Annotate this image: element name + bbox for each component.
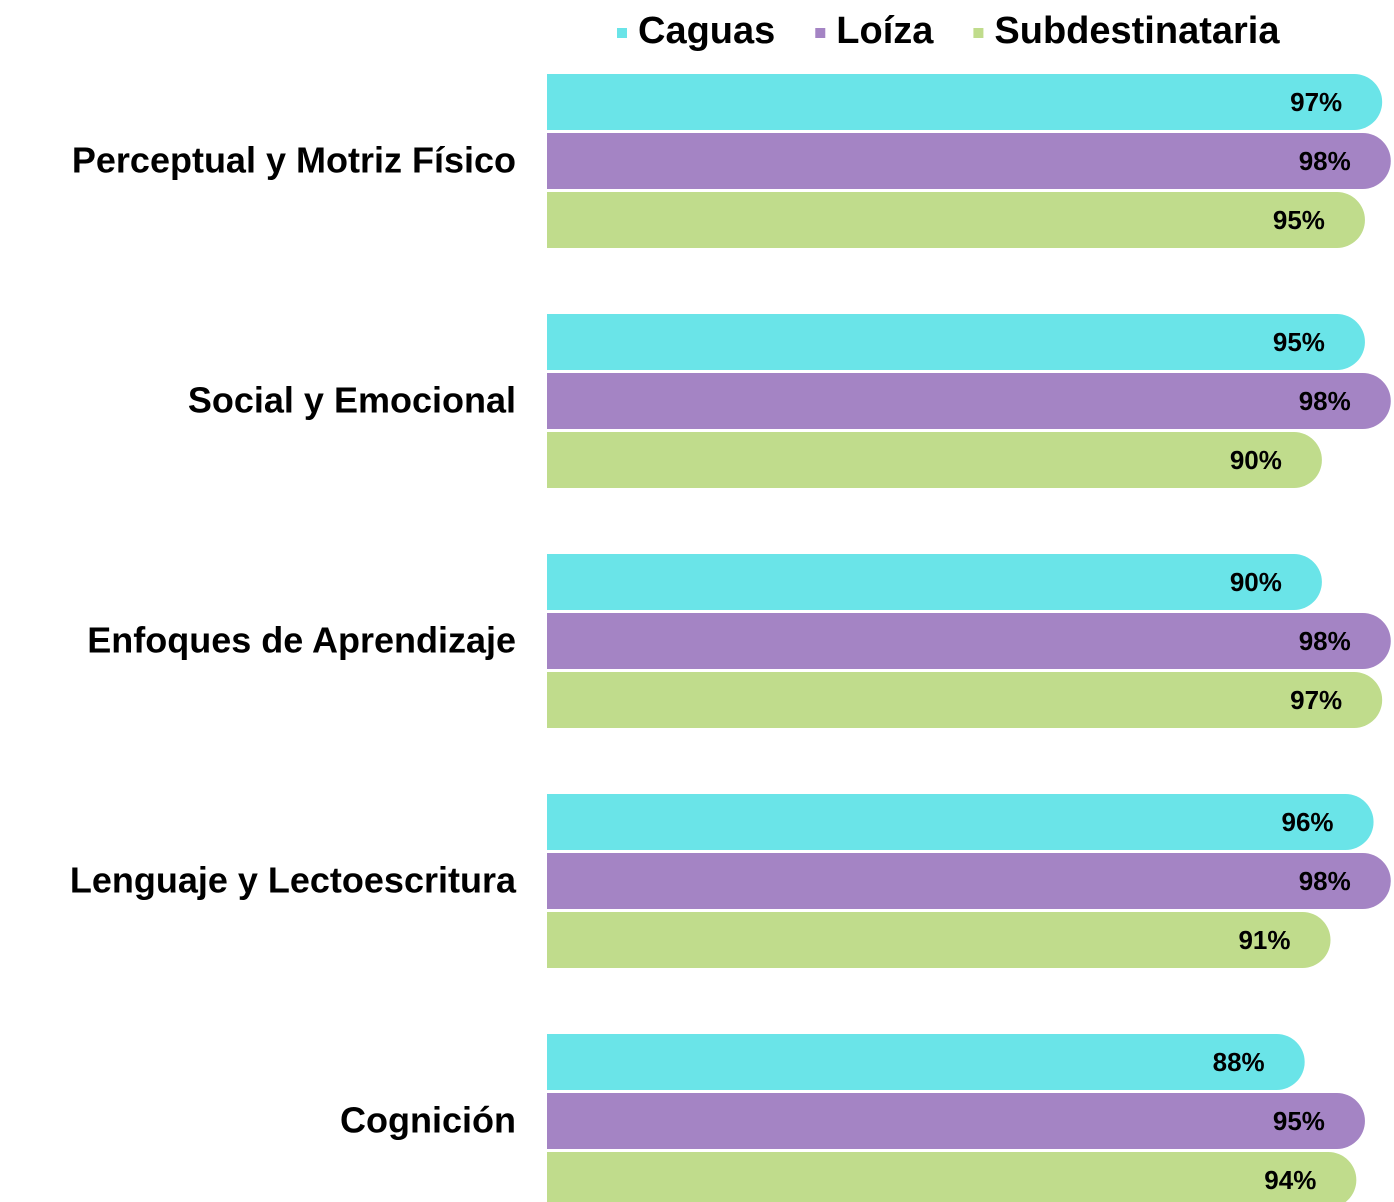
bar <box>547 1034 1305 1090</box>
value-label: 97% <box>1290 87 1342 117</box>
value-label: 90% <box>1230 445 1282 475</box>
bar <box>547 554 1322 610</box>
bar <box>547 432 1322 488</box>
value-label: 91% <box>1238 925 1290 955</box>
value-label: 88% <box>1213 1047 1265 1077</box>
bar <box>547 314 1365 370</box>
legend-swatch <box>815 28 826 38</box>
bar <box>547 373 1391 430</box>
value-label: 98% <box>1299 626 1351 656</box>
value-label: 98% <box>1299 386 1351 416</box>
value-label: 95% <box>1273 1106 1325 1136</box>
bar <box>547 613 1391 669</box>
value-label: 94% <box>1264 1165 1316 1195</box>
category-label: Enfoques de Aprendizaje <box>87 620 516 661</box>
bar <box>547 794 1374 850</box>
bar <box>547 912 1331 968</box>
value-label: 98% <box>1299 146 1351 176</box>
value-label: 96% <box>1282 807 1334 837</box>
category-label: Cognición <box>340 1100 516 1141</box>
value-label: 90% <box>1230 567 1282 597</box>
value-label: 95% <box>1273 327 1325 357</box>
value-label: 98% <box>1299 866 1351 896</box>
bar <box>547 853 1391 909</box>
value-label: 97% <box>1290 685 1342 715</box>
bar <box>547 1093 1365 1149</box>
category-label: Perceptual y Motriz Físico <box>72 140 516 181</box>
category-label: Lenguaje y Lectoescritura <box>70 860 517 901</box>
category-label: Social y Emocional <box>188 380 516 421</box>
legend-label: Loíza <box>836 10 934 52</box>
bar <box>547 192 1365 249</box>
bar <box>547 133 1391 189</box>
bar <box>547 672 1383 728</box>
value-label: 95% <box>1273 205 1325 235</box>
bar <box>547 74 1383 130</box>
bar <box>547 1152 1357 1202</box>
legend-swatch <box>617 28 627 38</box>
legend-label: Subdestinataria <box>994 10 1280 52</box>
legend-swatch <box>973 28 984 38</box>
legend-label: Caguas <box>638 10 775 52</box>
